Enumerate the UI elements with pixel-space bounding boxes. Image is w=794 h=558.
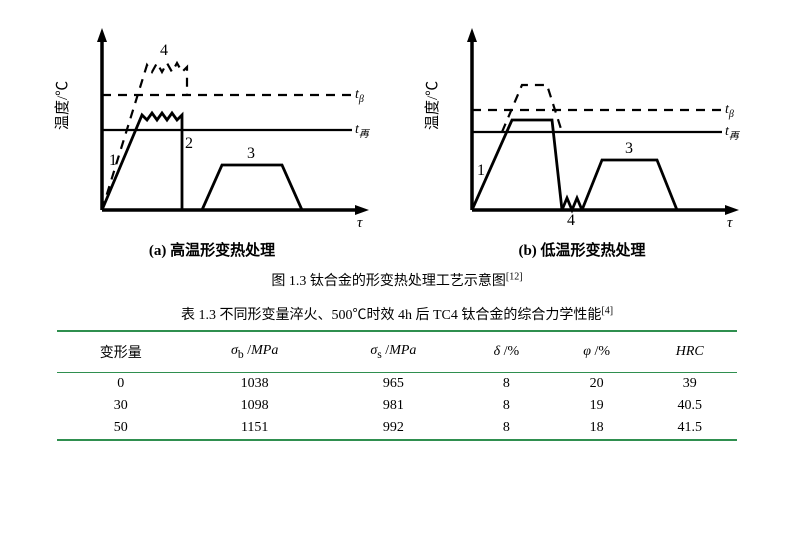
table-caption: 表 1.3 不同形变量淬火、500℃时效 4h 后 TC4 钛合金的综合力学性能… — [20, 304, 774, 324]
cell: 965 — [325, 373, 462, 396]
col-phi: φ /% — [551, 331, 643, 373]
cell: 1038 — [185, 373, 325, 396]
cell: 1098 — [185, 395, 325, 417]
cell: 30 — [57, 395, 185, 417]
mark-a-4: 4 — [160, 42, 168, 59]
diagram-a: 温度/℃ τ tβ t再 1 2 3 4 (a) 高温形变热处理 — [47, 20, 377, 260]
cell: 1151 — [185, 417, 325, 440]
diagram-b-caption: (b) 低温形变热处理 — [417, 239, 747, 260]
diagram-a-ylabel: 温度/℃ — [54, 81, 71, 130]
cell: 41.5 — [642, 417, 737, 440]
diagram-b-tbeta: tβ — [725, 102, 734, 120]
diagram-b-ylabel: 温度/℃ — [424, 81, 441, 130]
cell: 39 — [642, 373, 737, 396]
diagram-a-tre: t再 — [355, 122, 371, 140]
cell: 19 — [551, 395, 643, 417]
diagram-b-svg: 温度/℃ τ tβ t再 1 3 4 — [417, 20, 747, 230]
diagram-a-svg: 温度/℃ τ tβ t再 1 2 3 4 — [47, 20, 377, 230]
table-caption-text: 表 1.3 不同形变量淬火、500℃时效 4h 后 TC4 钛合金的综合力学性能 — [181, 308, 601, 323]
diagram-a-caption: (a) 高温形变热处理 — [47, 239, 377, 260]
cell: 8 — [462, 417, 551, 440]
diagram-b-xlabel: τ — [727, 215, 733, 230]
diagram-row: 温度/℃ τ tβ t再 1 2 3 4 (a) 高温形变热处理 — [20, 20, 774, 260]
table-row: 30 1098 981 8 19 40.5 — [57, 395, 737, 417]
diagram-a-tbeta: tβ — [355, 87, 364, 105]
cell: 50 — [57, 417, 185, 440]
mark-a-2: 2 — [185, 135, 193, 152]
col-deform: 变形量 — [57, 331, 185, 373]
diagram-b-tre: t再 — [725, 124, 741, 142]
mark-b-3: 3 — [625, 140, 633, 157]
cell: 40.5 — [642, 395, 737, 417]
col-hrc: HRC — [642, 331, 737, 373]
diagram-a-xlabel: τ — [357, 215, 363, 230]
figure-caption: 图 1.3 钛合金的形变热处理工艺示意图[12] — [20, 270, 774, 290]
properties-table: 变形量 σb /MPa σs /MPa δ /% φ /% HRC 0 1038… — [57, 330, 737, 441]
diagram-b: 温度/℃ τ tβ t再 1 3 4 (b) 低温形变热处理 — [417, 20, 747, 260]
table-caption-ref: [4] — [601, 305, 613, 316]
cell: 0 — [57, 373, 185, 396]
cell: 8 — [462, 395, 551, 417]
mark-b-1: 1 — [477, 162, 485, 179]
col-sigma-s: σs /MPa — [325, 331, 462, 373]
figure-caption-text: 图 1.3 钛合金的形变热处理工艺示意图 — [271, 274, 506, 289]
figure-caption-ref: [12] — [506, 271, 523, 282]
mark-b-4: 4 — [567, 212, 575, 229]
table-row: 0 1038 965 8 20 39 — [57, 373, 737, 396]
col-sigma-b: σb /MPa — [185, 331, 325, 373]
mark-a-3: 3 — [247, 145, 255, 162]
cell: 8 — [462, 373, 551, 396]
cell: 18 — [551, 417, 643, 440]
mark-a-1: 1 — [109, 152, 117, 169]
table-row: 50 1151 992 8 18 41.5 — [57, 417, 737, 440]
cell: 20 — [551, 373, 643, 396]
cell: 981 — [325, 395, 462, 417]
cell: 992 — [325, 417, 462, 440]
col-delta: δ /% — [462, 331, 551, 373]
